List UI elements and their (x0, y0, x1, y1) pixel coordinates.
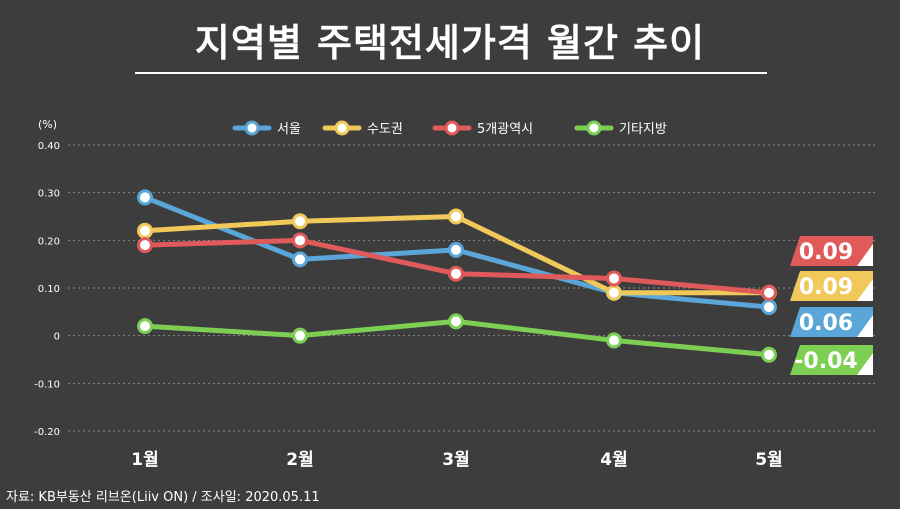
legend-item: 서울 (232, 120, 301, 137)
x-tick-label: 4월 (600, 450, 627, 470)
legend-marker (444, 120, 460, 136)
data-point (761, 284, 777, 301)
y-tick-label: 0.20 (38, 236, 60, 247)
end-label: 0.06 (790, 307, 873, 337)
data-point (292, 327, 308, 344)
x-tick-label: 3월 (442, 450, 469, 470)
legend-label: 수도권 (367, 122, 403, 137)
end-value-labels: 0.09 0.09 0.06 -0.04 (790, 236, 873, 375)
end-label: 0.09 (790, 271, 873, 301)
end-label-accent (857, 315, 873, 337)
x-tick-label: 5월 (755, 450, 782, 470)
legend-item: 5개광역시 (432, 120, 533, 137)
y-tick-label: 0.10 (38, 284, 60, 295)
data-point (448, 313, 464, 330)
y-tick-label: -0.20 (34, 427, 60, 438)
gridlines (68, 144, 875, 432)
legend: 서울 수도권 5개광역시 기타지방 (232, 120, 667, 137)
legend-marker (334, 120, 350, 136)
chart-title: 지역별 주택전세가격 월간 추이 (194, 21, 706, 65)
y-tick-label: -0.10 (34, 379, 60, 390)
data-point (761, 299, 777, 316)
end-label-accent (857, 353, 873, 375)
end-label-accent (857, 279, 873, 301)
end-label-value: -0.04 (794, 349, 857, 374)
y-tick-label: 0.40 (38, 141, 60, 152)
data-point (448, 241, 464, 258)
end-label: -0.04 (790, 345, 873, 375)
x-axis: 1월 2월 3월 4월 5월 (131, 450, 782, 470)
end-label: 0.09 (790, 236, 873, 266)
legend-label: 5개광역시 (477, 122, 533, 137)
data-point (448, 265, 464, 282)
data-point (606, 284, 622, 301)
data-point (137, 237, 153, 254)
legend-label: 기타지방 (619, 122, 667, 137)
legend-marker (244, 120, 260, 136)
data-point (448, 208, 464, 225)
data-point (137, 222, 153, 239)
data-point (606, 270, 622, 287)
legend-marker (586, 120, 602, 136)
end-label-accent (857, 244, 873, 266)
legend-item: 수도권 (322, 120, 403, 137)
source-note: 자료: KB부동산 리브온(Liiv ON) / 조사일: 2020.05.11 (6, 490, 320, 505)
y-tick-label: 0.30 (38, 189, 60, 200)
data-point (292, 213, 308, 230)
y-tick-label: 0 (54, 332, 60, 343)
data-point (137, 189, 153, 206)
data-point (292, 232, 308, 249)
end-label-value: 0.09 (799, 275, 853, 300)
end-label-box (790, 345, 873, 375)
end-label-value: 0.09 (799, 240, 853, 265)
legend-label: 서울 (277, 122, 301, 137)
data-point (137, 318, 153, 335)
legend-item: 기타지방 (574, 120, 667, 137)
data-point (292, 251, 308, 268)
x-tick-label: 1월 (131, 450, 158, 470)
end-label-value: 0.06 (799, 311, 853, 336)
y-unit-label: (%) (38, 118, 57, 131)
data-point (606, 332, 622, 349)
end-label-box (790, 271, 873, 301)
title-underline (135, 72, 767, 74)
end-label-box (790, 307, 873, 337)
end-label-box (790, 236, 873, 266)
series-points (137, 189, 777, 363)
data-point (761, 346, 777, 363)
y-axis: 0.40 0.30 0.20 0.10 0 -0.10 -0.20 (34, 141, 60, 438)
x-tick-label: 2월 (286, 450, 313, 470)
